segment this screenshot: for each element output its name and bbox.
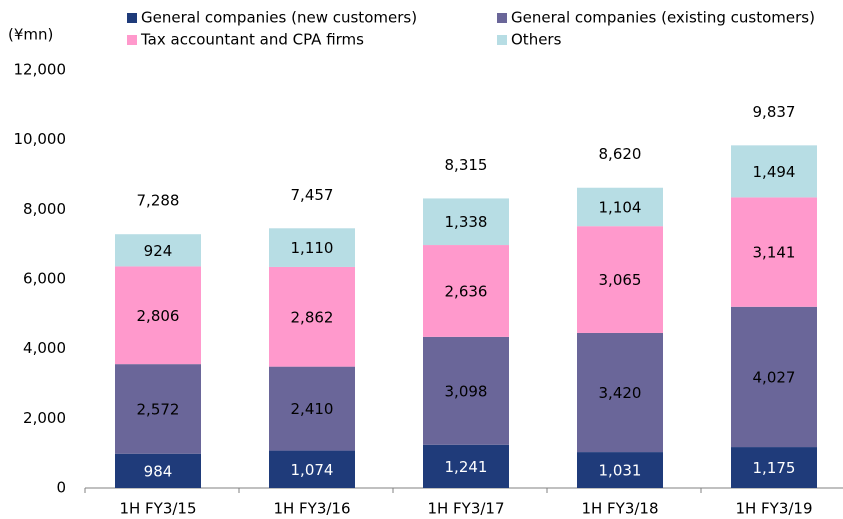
bar-segment bbox=[731, 306, 817, 448]
legend-swatch bbox=[497, 13, 507, 23]
data-label: 2,410 bbox=[291, 400, 334, 418]
x-tick-label: 1H FY3/19 bbox=[735, 500, 812, 518]
total-label: 7,457 bbox=[291, 186, 334, 204]
x-tick-label: 1H FY3/16 bbox=[273, 500, 350, 518]
total-label: 7,288 bbox=[137, 192, 180, 210]
data-label: 1,110 bbox=[291, 239, 334, 257]
bar-segment bbox=[423, 336, 509, 445]
y-tick-label: 8,000 bbox=[23, 200, 66, 218]
data-label: 1,175 bbox=[753, 459, 796, 477]
bar-segment bbox=[269, 266, 355, 367]
legend-label: Others bbox=[511, 31, 562, 49]
y-tick-label: 12,000 bbox=[14, 61, 67, 79]
x-tick-label: 1H FY3/15 bbox=[119, 500, 196, 518]
data-label: 1,494 bbox=[753, 163, 796, 181]
bar-segment bbox=[269, 366, 355, 451]
y-tick-label: 4,000 bbox=[23, 339, 66, 357]
y-tick-label: 10,000 bbox=[14, 130, 67, 148]
bar-segment bbox=[731, 447, 817, 488]
bar-segment bbox=[115, 266, 201, 365]
legend-swatch bbox=[497, 35, 507, 45]
data-label: 2,572 bbox=[137, 400, 180, 418]
x-tick-label: 1H FY3/18 bbox=[581, 500, 658, 518]
bar-segment bbox=[115, 364, 201, 454]
bar-segment bbox=[731, 145, 817, 198]
bar-segment bbox=[423, 245, 509, 337]
data-label: 1,074 bbox=[291, 461, 334, 479]
data-label: 2,636 bbox=[445, 282, 488, 300]
data-label: 2,806 bbox=[137, 307, 180, 325]
bar-segment bbox=[269, 228, 355, 267]
legend-swatch bbox=[127, 13, 137, 23]
x-tick-label: 1H FY3/17 bbox=[427, 500, 504, 518]
total-label: 8,315 bbox=[445, 156, 488, 174]
bar-segment bbox=[115, 453, 201, 488]
y-axis-label: (¥mn) bbox=[8, 26, 53, 44]
y-tick-label: 0 bbox=[56, 479, 66, 497]
bar-segment bbox=[577, 187, 663, 227]
bar-segment bbox=[115, 234, 201, 267]
data-label: 3,141 bbox=[753, 244, 796, 262]
bar-segment bbox=[577, 332, 663, 453]
data-label: 984 bbox=[144, 462, 173, 480]
y-tick-label: 2,000 bbox=[23, 409, 66, 427]
bar-segment bbox=[731, 197, 817, 307]
data-label: 3,098 bbox=[445, 382, 488, 400]
data-label: 1,031 bbox=[599, 462, 642, 480]
data-label: 924 bbox=[144, 242, 173, 260]
bar-segment bbox=[577, 452, 663, 488]
data-label: 3,420 bbox=[599, 384, 642, 402]
data-label: 2,862 bbox=[291, 308, 334, 326]
bar-segment bbox=[269, 450, 355, 488]
data-label: 4,027 bbox=[753, 368, 796, 386]
total-label: 9,837 bbox=[753, 103, 796, 121]
legend-label: General companies (existing customers) bbox=[511, 9, 815, 27]
data-label: 1,241 bbox=[445, 458, 488, 476]
data-label: 1,104 bbox=[599, 198, 642, 216]
data-label: 3,065 bbox=[599, 271, 642, 289]
legend-swatch bbox=[127, 35, 137, 45]
data-label: 1,338 bbox=[445, 213, 488, 231]
total-label: 8,620 bbox=[599, 145, 642, 163]
y-tick-label: 6,000 bbox=[23, 270, 66, 288]
bar-segment bbox=[423, 444, 509, 488]
legend-label: General companies (new customers) bbox=[141, 9, 417, 27]
legend-label: Tax accountant and CPA firms bbox=[140, 31, 364, 49]
bar-segment bbox=[577, 226, 663, 333]
bar-segment bbox=[423, 198, 509, 246]
